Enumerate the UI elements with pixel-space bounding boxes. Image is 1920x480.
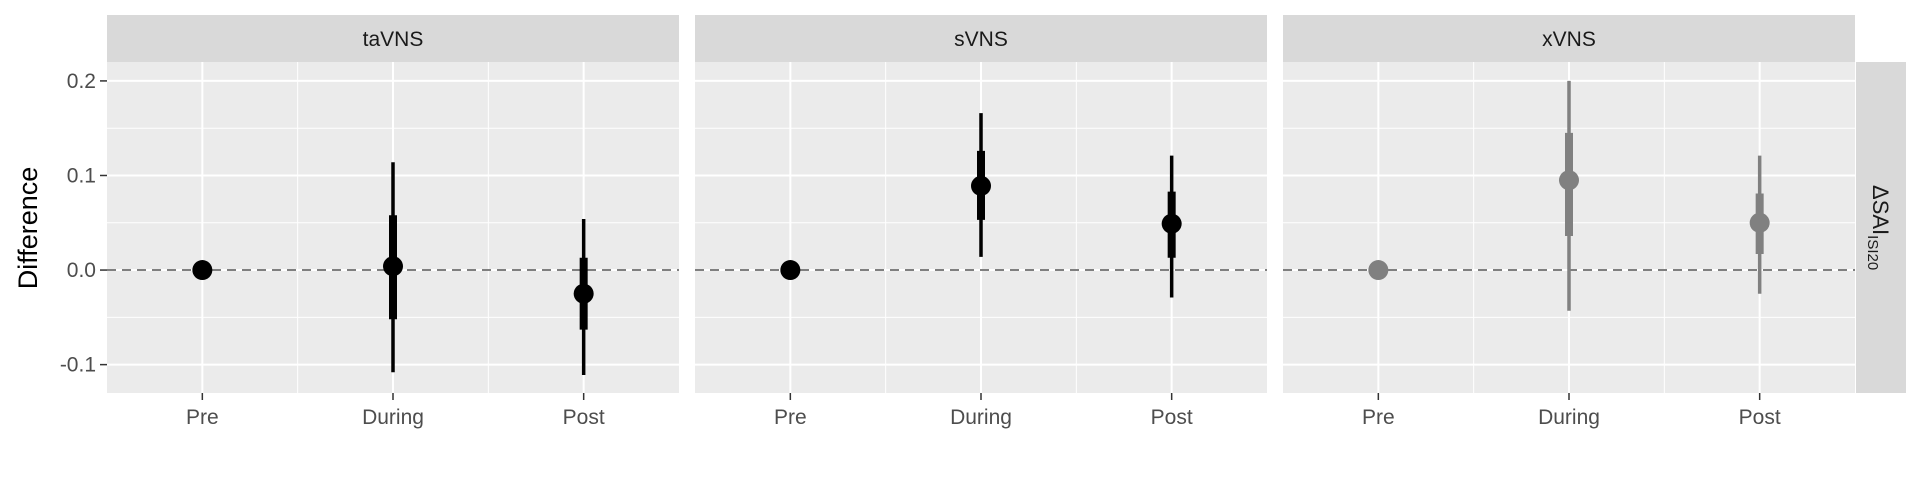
row-facet-label-main: ΔSAI: [1868, 185, 1893, 235]
point-range-Pre: [1368, 260, 1389, 281]
point-estimate: [1161, 213, 1182, 234]
point-range-Post: [1749, 155, 1770, 294]
row-facet-label-subscript: ISI20: [1864, 235, 1881, 270]
row-facet-label: ΔSAIISI20: [1864, 185, 1893, 270]
point-range-Pre: [780, 260, 801, 281]
panel-sVNS: sVNS Pre During Post: [695, 15, 1267, 429]
point-estimate: [383, 256, 403, 277]
point-range-Post: [573, 218, 594, 376]
x-tick-label: Post: [1739, 406, 1781, 429]
panel-xVNS: xVNS Pre During Post: [1283, 15, 1855, 429]
panel-strip: [695, 15, 1267, 62]
y-tick-label: -0.1: [60, 354, 96, 377]
x-tick-label: During: [362, 406, 424, 429]
y-tick-label: 0.1: [67, 164, 96, 187]
panel-title: taVNS: [363, 28, 424, 51]
panel-title: sVNS: [954, 28, 1008, 51]
x-tick-label: During: [950, 406, 1012, 429]
x-tick-label: During: [1538, 406, 1600, 429]
x-tick-label: Pre: [1362, 406, 1395, 429]
point-estimate: [971, 175, 991, 196]
y-axis-title: Difference: [13, 167, 43, 290]
panels: taVNS Pre During Post sVNS Pre During Post xVNS P…: [107, 15, 1855, 429]
y-tick-label: 0.2: [67, 70, 96, 93]
panel-strip: [107, 15, 679, 62]
point-range-During: [1559, 80, 1579, 311]
panel-taVNS: taVNS Pre During Post: [107, 15, 679, 429]
x-tick-label: Pre: [774, 406, 807, 429]
row-facet-strip: ΔSAIISI20: [1856, 62, 1906, 393]
point-estimate: [1749, 212, 1770, 233]
x-tick-label: Pre: [186, 406, 219, 429]
point-range-During: [383, 162, 403, 373]
y-tick-label: 0.0: [67, 259, 96, 282]
point-estimate: [1559, 170, 1579, 191]
point-estimate: [192, 260, 213, 281]
point-range-Post: [1161, 155, 1182, 298]
x-tick-label: Post: [563, 406, 605, 429]
panel-title: xVNS: [1542, 28, 1596, 51]
point-estimate: [780, 260, 801, 281]
point-estimate: [1368, 260, 1389, 281]
x-tick-label: Post: [1151, 406, 1193, 429]
point-range-Pre: [192, 260, 213, 281]
point-range-During: [971, 113, 991, 257]
point-estimate: [573, 283, 594, 304]
row-facet-strip-background: [1856, 62, 1906, 393]
panel-strip: [1283, 15, 1855, 62]
y-axis: -0.1 0.0 0.1 0.2: [60, 70, 107, 377]
